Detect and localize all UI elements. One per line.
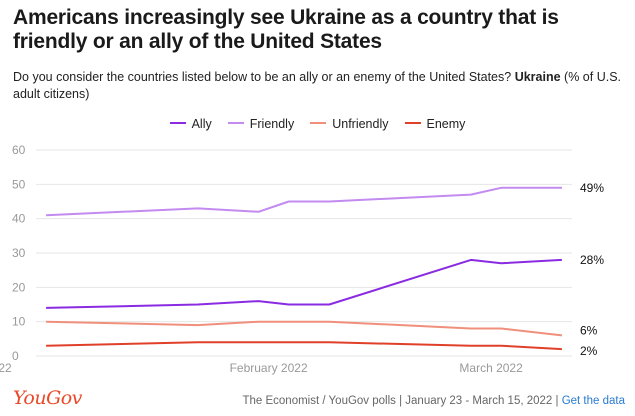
get-data-link[interactable]: Get the data: [561, 395, 625, 407]
source-text: The Economist / YouGov polls | January 2…: [242, 395, 559, 407]
legend-item-enemy: Enemy: [404, 116, 466, 131]
legend-swatch-enemy: [404, 122, 421, 125]
legend-swatch-ally: [169, 122, 186, 125]
chart-legend: Ally Friendly Unfriendly Enemy: [0, 116, 635, 131]
legend-item-unfriendly: Unfriendly: [310, 116, 389, 131]
subtitle-country: Ukraine: [514, 70, 561, 84]
y-tick-label-40: 40: [12, 212, 26, 226]
y-tick-label-50: 50: [12, 177, 26, 191]
end-label-enemy: 2%: [580, 344, 598, 358]
legend-label-friendly: Friendly: [249, 116, 295, 131]
series-line-ally: [46, 258, 562, 309]
yougov-logo: YouGov: [13, 387, 82, 409]
legend-label-ally: Ally: [191, 116, 212, 131]
series-line-friendly: [46, 186, 562, 217]
legend-swatch-unfriendly: [310, 122, 327, 125]
y-tick-label-0: 0: [12, 349, 19, 363]
y-tick-label-30: 30: [12, 246, 26, 260]
y-tick-label-10: 10: [12, 315, 26, 329]
legend-item-friendly: Friendly: [227, 116, 295, 131]
legend-swatch-friendly: [227, 122, 244, 125]
subtitle-question: Do you consider the countries listed bel…: [13, 70, 512, 84]
x-tick-label-0: January 2022: [0, 361, 12, 375]
chart-subtitle: Do you consider the countries listed bel…: [13, 69, 623, 103]
x-tick-label-1: February 2022: [230, 361, 308, 375]
legend-label-enemy: Enemy: [426, 116, 466, 131]
legend-label-unfriendly: Unfriendly: [332, 116, 389, 131]
end-label-unfriendly: 6%: [580, 323, 598, 337]
series-line-enemy: [46, 341, 562, 351]
series-line-unfriendly: [46, 320, 563, 337]
y-tick-label-60: 60: [12, 143, 26, 157]
end-label-ally: 28%: [580, 253, 604, 267]
y-tick-label-20: 20: [12, 280, 26, 294]
end-label-friendly: 49%: [580, 181, 604, 195]
x-tick-label-2: March 2022: [459, 361, 523, 375]
chart-title: Americans increasingly see Ukraine as a …: [13, 6, 559, 53]
subtitle-unit: (% of U.S. adult citizens): [13, 70, 622, 101]
legend-item-ally: Ally: [169, 116, 212, 131]
footer-source: The Economist / YouGov polls | January 2…: [242, 395, 625, 407]
